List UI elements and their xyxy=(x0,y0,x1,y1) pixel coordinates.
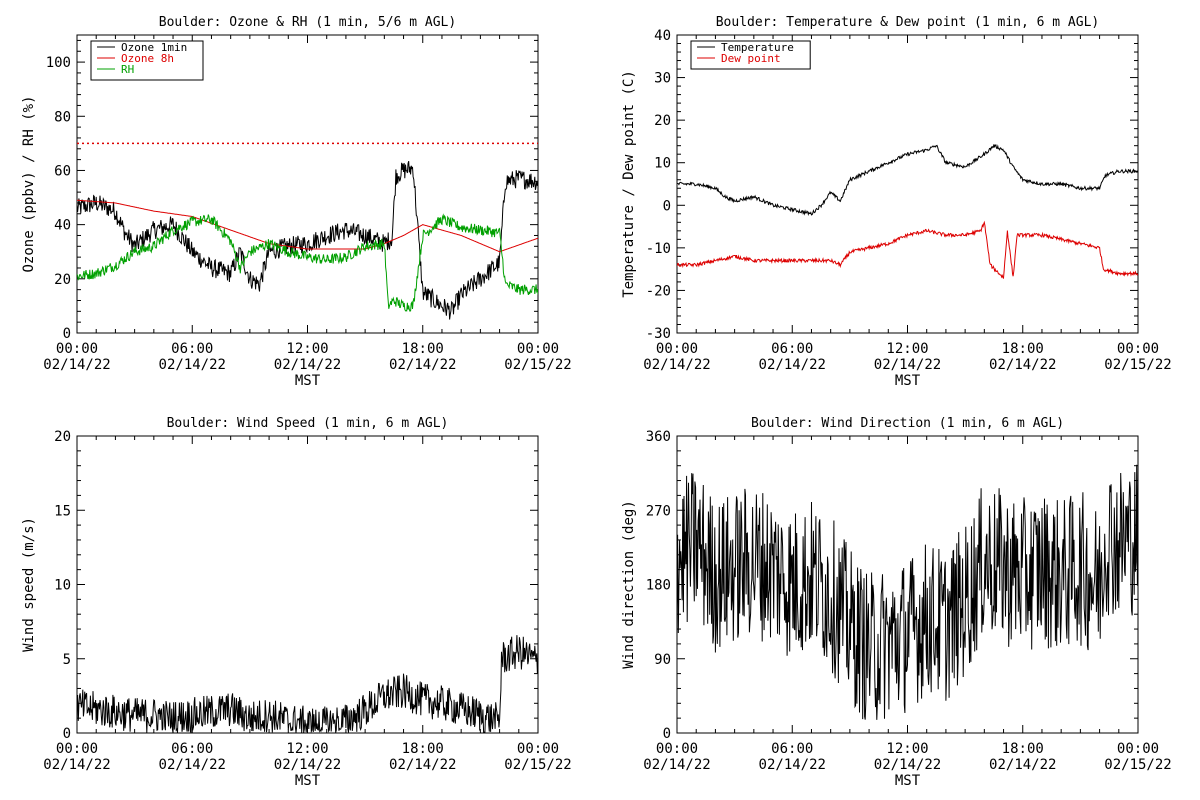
y-axis-label: Wind direction (deg) xyxy=(621,500,637,669)
series-line-2 xyxy=(77,199,538,253)
y-tick-label: 15 xyxy=(54,503,71,519)
x-tick-date: 02/14/22 xyxy=(43,357,110,373)
chart-4: Boulder: Wind Direction (1 min, 6 m AGL)… xyxy=(621,416,1172,789)
x-tick-time: 00:00 xyxy=(1117,341,1159,357)
x-tick-date: 02/14/22 xyxy=(759,757,826,773)
x-tick-date: 02/14/22 xyxy=(159,357,226,373)
x-tick-time: 18:00 xyxy=(1002,741,1044,757)
chart-title: Boulder: Temperature & Dew point (1 min,… xyxy=(716,15,1100,30)
x-tick-date: 02/14/22 xyxy=(389,757,456,773)
series-line-1 xyxy=(677,144,1138,216)
plot-frame xyxy=(76,435,539,734)
y-tick-label: 10 xyxy=(54,578,71,594)
x-tick-date: 02/15/22 xyxy=(504,757,571,773)
x-tick-date: 02/14/22 xyxy=(989,357,1056,373)
series-line-1 xyxy=(77,161,538,320)
x-tick-time: 12:00 xyxy=(886,741,928,757)
x-tick-time: 00:00 xyxy=(517,341,559,357)
y-tick-label: -10 xyxy=(646,241,671,257)
x-tick-time: 12:00 xyxy=(286,741,328,757)
y-axis-label: Wind speed (m/s) xyxy=(21,517,37,652)
x-tick-date: 02/14/22 xyxy=(43,757,110,773)
x-tick-time: 12:00 xyxy=(286,341,328,357)
y-tick-label: 0 xyxy=(663,198,671,214)
x-tick-date: 02/14/22 xyxy=(759,357,826,373)
x-tick-time: 00:00 xyxy=(656,741,698,757)
series-line-1 xyxy=(77,635,538,733)
x-axis-label: MST xyxy=(895,373,921,389)
x-tick-time: 06:00 xyxy=(771,741,813,757)
chart-1: Boulder: Ozone & RH (1 min, 5/6 m AGL)02… xyxy=(21,15,572,389)
y-tick-label: 10 xyxy=(654,156,671,172)
x-tick-date: 02/14/22 xyxy=(274,357,341,373)
x-tick-time: 06:00 xyxy=(171,741,213,757)
x-tick-time: 00:00 xyxy=(56,741,98,757)
x-axis-label: MST xyxy=(895,773,921,789)
plot-frame xyxy=(676,34,1139,334)
y-tick-label: 20 xyxy=(54,272,71,288)
series-line-3 xyxy=(77,213,538,312)
chart-2: Boulder: Temperature & Dew point (1 min,… xyxy=(621,15,1172,389)
y-axis-label: Temperature / Dew point (C) xyxy=(621,70,637,298)
x-tick-date: 02/15/22 xyxy=(1104,757,1171,773)
y-tick-label: 0 xyxy=(663,726,671,742)
y-tick-label: 80 xyxy=(54,109,71,125)
legend-label: RH xyxy=(121,63,134,76)
y-tick-label: 360 xyxy=(646,429,671,445)
x-tick-time: 00:00 xyxy=(517,741,559,757)
x-tick-time: 06:00 xyxy=(171,341,213,357)
x-tick-date: 02/14/22 xyxy=(643,757,710,773)
y-tick-label: -30 xyxy=(646,326,671,342)
x-tick-time: 18:00 xyxy=(402,341,444,357)
y-tick-label: 40 xyxy=(654,28,671,44)
x-tick-time: 18:00 xyxy=(1002,341,1044,357)
y-tick-label: 40 xyxy=(54,218,71,234)
x-tick-date: 02/14/22 xyxy=(874,357,941,373)
x-tick-date: 02/15/22 xyxy=(1104,357,1171,373)
y-tick-label: 90 xyxy=(654,652,671,668)
x-tick-date: 02/14/22 xyxy=(389,357,456,373)
y-tick-label: 30 xyxy=(654,71,671,87)
x-tick-time: 18:00 xyxy=(402,741,444,757)
chart-title: Boulder: Ozone & RH (1 min, 5/6 m AGL) xyxy=(159,15,456,30)
y-tick-label: 0 xyxy=(63,726,71,742)
y-tick-label: 180 xyxy=(646,578,671,594)
chart-title: Boulder: Wind Speed (1 min, 6 m AGL) xyxy=(167,416,449,431)
y-tick-label: -20 xyxy=(646,283,671,299)
y-tick-label: 270 xyxy=(646,503,671,519)
y-axis-label: Ozone (ppbv) / RH (%) xyxy=(21,95,37,272)
chart-3: Boulder: Wind Speed (1 min, 6 m AGL) 0 5 10… xyxy=(21,416,572,789)
x-tick-time: 00:00 xyxy=(656,341,698,357)
y-tick-label: 60 xyxy=(54,163,71,179)
series-line-1 xyxy=(677,464,1138,720)
chart-title: Boulder: Wind Direction (1 min, 6 m AGL) xyxy=(751,416,1064,431)
y-tick-label: 20 xyxy=(654,113,671,129)
series-line-2 xyxy=(677,220,1138,279)
x-tick-date: 02/14/22 xyxy=(643,357,710,373)
x-axis-label: MST xyxy=(295,773,321,789)
x-tick-date: 02/14/22 xyxy=(274,757,341,773)
y-tick-label: 100 xyxy=(46,55,71,71)
y-tick-label: 0 xyxy=(63,326,71,342)
x-tick-date: 02/14/22 xyxy=(159,757,226,773)
legend-label: Ozone 8h xyxy=(121,52,174,65)
legend-label: Dew point xyxy=(721,52,781,65)
x-tick-date: 02/14/22 xyxy=(874,757,941,773)
x-tick-date: 02/14/22 xyxy=(989,757,1056,773)
x-tick-time: 06:00 xyxy=(771,341,813,357)
legend-box xyxy=(690,40,811,70)
legend-label: Ozone 1min xyxy=(121,41,187,54)
x-tick-date: 02/15/22 xyxy=(504,357,571,373)
legend-label: Temperature xyxy=(721,41,794,54)
x-tick-time: 00:00 xyxy=(1117,741,1159,757)
x-tick-time: 00:00 xyxy=(56,341,98,357)
y-tick-label: 20 xyxy=(54,429,71,445)
x-axis-label: MST xyxy=(295,373,321,389)
y-tick-label: 5 xyxy=(63,652,71,668)
x-tick-time: 12:00 xyxy=(886,341,928,357)
